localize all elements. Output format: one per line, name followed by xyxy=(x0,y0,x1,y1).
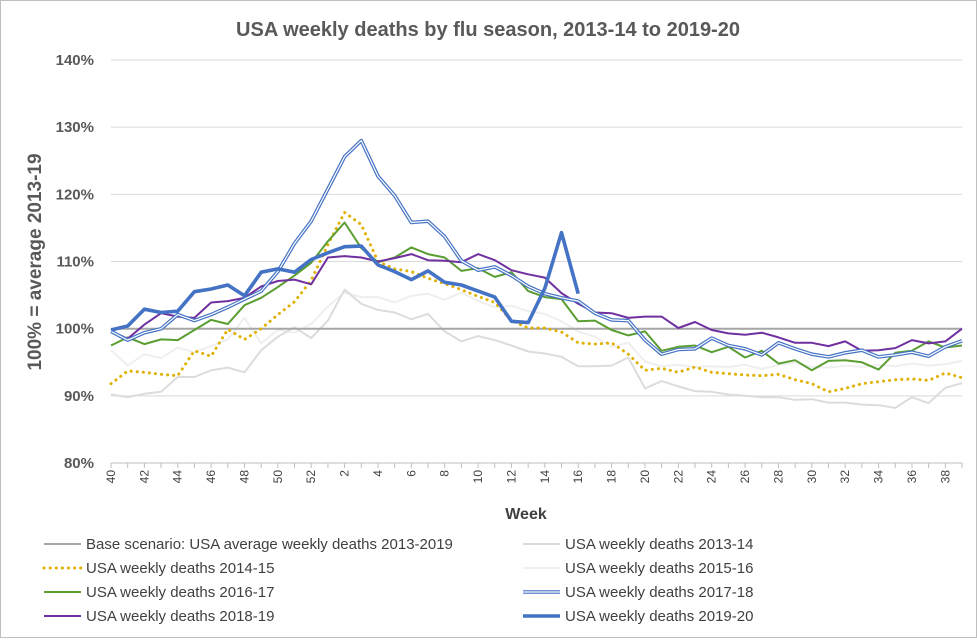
legend-label: USA weekly deaths 2018-19 xyxy=(86,608,274,625)
x-tick-label: 2 xyxy=(338,470,352,477)
series-line xyxy=(110,230,580,332)
x-tick-label: 30 xyxy=(805,470,819,484)
series-line xyxy=(110,221,963,372)
x-axis-label: Week xyxy=(505,506,547,523)
legend-label: USA weekly deaths 2019-20 xyxy=(565,608,753,625)
series-line xyxy=(110,253,963,352)
series-polyline xyxy=(110,230,580,332)
x-tick-label: 48 xyxy=(237,470,251,484)
x-tick-label: 32 xyxy=(838,470,852,484)
x-tick-label: 42 xyxy=(137,470,151,484)
x-tick-label: 22 xyxy=(671,470,685,484)
x-tick-label: 44 xyxy=(171,470,185,484)
x-axis-ticks: 40 42 44 46 48 50 52 2 4 6 8 10 12 14 16 18 20 22 24 26 28 30… xyxy=(104,470,952,484)
x-tick-label: 36 xyxy=(905,470,919,484)
legend-label: USA weekly deaths 2016-17 xyxy=(86,584,274,601)
legend-item: USA weekly deaths 2016-17 xyxy=(44,584,274,601)
x-tick-label: 50 xyxy=(271,470,285,484)
x-tick-label: 10 xyxy=(471,470,485,484)
x-tick-label: 24 xyxy=(705,470,719,484)
x-axis xyxy=(110,462,963,468)
y-tick-label: 80% xyxy=(64,455,94,472)
x-tick-label: 46 xyxy=(204,470,218,484)
x-tick-label: 12 xyxy=(504,470,518,484)
legend-item: USA weekly deaths 2019-20 xyxy=(523,608,753,625)
legend-label: USA weekly deaths 2013-14 xyxy=(565,536,753,553)
y-tick-label: 140% xyxy=(56,52,94,69)
legend-item: USA weekly deaths 2014-15 xyxy=(42,560,274,577)
x-tick-label: 20 xyxy=(638,470,652,484)
y-tick-label: 110% xyxy=(56,254,94,271)
x-tick-label: 4 xyxy=(371,470,385,477)
x-tick-label: 16 xyxy=(571,470,585,484)
legend-label: USA weekly deaths 2017-18 xyxy=(565,584,753,601)
x-tick-label: 18 xyxy=(605,470,619,484)
x-tick-label: 8 xyxy=(438,470,452,477)
legend-item: USA weekly deaths 2017-18 xyxy=(523,584,753,601)
series-layer xyxy=(109,138,964,409)
y-tick-label: 100% xyxy=(56,321,94,338)
legend-item: USA weekly deaths 2013-14 xyxy=(523,536,753,553)
legend-label: USA weekly deaths 2014-15 xyxy=(86,560,274,577)
series-line-inner xyxy=(110,140,963,358)
legend-label: USA weekly deaths 2015-16 xyxy=(565,560,753,577)
series-line xyxy=(110,288,963,409)
y-tick-label: 130% xyxy=(56,119,94,136)
y-tick-label: 120% xyxy=(56,186,94,203)
x-tick-label: 40 xyxy=(104,470,118,484)
series-line xyxy=(110,138,963,359)
y-axis-label: 100% = average 2013-19 xyxy=(25,153,46,370)
y-axis-ticks: 80% 90% 100% 110% 120% 130% 140% xyxy=(56,52,94,472)
chart-title: USA weekly deaths by flu season, 2013-14… xyxy=(236,19,740,41)
x-tick-label: 6 xyxy=(404,470,418,477)
legend-item: USA weekly deaths 2018-19 xyxy=(44,608,274,625)
series-polyline xyxy=(110,221,963,372)
x-tick-label: 34 xyxy=(872,470,886,484)
series-line xyxy=(110,291,963,370)
legend-item: Base scenario: USA average weekly deaths… xyxy=(44,536,453,553)
series-polyline xyxy=(110,288,963,409)
x-tick-label: 52 xyxy=(304,470,318,484)
x-tick-label: 14 xyxy=(538,470,552,484)
legend-label: Base scenario: USA average weekly deaths… xyxy=(86,536,453,553)
legend: Base scenario: USA average weekly deaths… xyxy=(42,536,753,625)
x-tick-label: 28 xyxy=(771,470,785,484)
legend-item: USA weekly deaths 2015-16 xyxy=(523,560,753,577)
x-tick-label: 26 xyxy=(738,470,752,484)
y-tick-label: 90% xyxy=(64,388,94,405)
series-polyline xyxy=(110,253,963,352)
x-tick-label: 38 xyxy=(938,470,952,484)
series-polyline xyxy=(110,291,963,370)
